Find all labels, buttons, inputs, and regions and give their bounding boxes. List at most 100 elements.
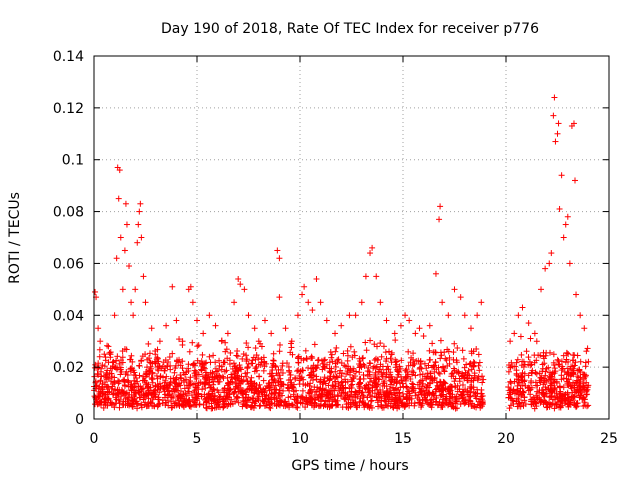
data-point <box>356 398 363 405</box>
data-point <box>454 388 461 395</box>
data-point <box>187 283 194 290</box>
data-point <box>358 299 365 306</box>
data-point <box>198 358 205 365</box>
data-point <box>103 374 110 381</box>
data-point <box>195 342 202 349</box>
data-point <box>455 368 462 375</box>
data-point <box>543 404 550 411</box>
data-point <box>450 349 457 356</box>
data-point <box>474 312 481 319</box>
data-point <box>340 350 347 357</box>
data-point <box>294 368 301 375</box>
data-point <box>240 377 247 384</box>
axis-ticks <box>93 55 610 420</box>
data-point <box>532 369 539 376</box>
data-point <box>206 312 213 319</box>
data-point <box>435 369 442 376</box>
data-point <box>565 381 572 388</box>
data-point <box>362 339 369 346</box>
data-point <box>375 375 382 382</box>
data-point <box>548 393 555 400</box>
data-point <box>581 371 588 378</box>
data-point <box>258 343 265 350</box>
data-point <box>205 373 212 380</box>
data-point <box>449 403 456 410</box>
data-point <box>572 177 579 184</box>
data-point <box>468 402 475 409</box>
data-point <box>303 356 310 363</box>
data-point <box>249 357 256 364</box>
data-point <box>117 366 124 373</box>
data-point <box>570 379 577 386</box>
data-point <box>417 371 424 378</box>
data-point <box>200 330 207 337</box>
data-point <box>411 402 418 409</box>
data-point <box>548 382 555 389</box>
data-point <box>557 388 564 395</box>
data-point <box>210 352 217 359</box>
data-point <box>298 374 305 381</box>
data-point <box>353 368 360 375</box>
data-point <box>125 400 132 407</box>
data-point <box>110 358 117 365</box>
data-point <box>242 370 249 377</box>
data-point <box>223 367 230 374</box>
data-point <box>533 370 540 377</box>
data-point <box>386 348 393 355</box>
data-point <box>577 312 584 319</box>
data-point <box>393 361 400 368</box>
data-point <box>163 373 170 380</box>
data-point <box>191 370 198 377</box>
data-point <box>252 365 259 372</box>
data-point <box>383 358 390 365</box>
data-point <box>459 347 466 354</box>
data-point <box>276 294 283 301</box>
data-point <box>508 359 515 366</box>
data-point <box>420 380 427 387</box>
data-point <box>218 337 225 344</box>
data-point <box>551 365 558 372</box>
data-point <box>140 273 147 280</box>
data-point <box>396 363 403 370</box>
data-point <box>442 380 449 387</box>
data-point <box>156 380 163 387</box>
x-tick-label: 15 <box>394 431 412 447</box>
data-point <box>214 399 221 406</box>
data-point <box>439 299 446 306</box>
data-point <box>475 351 482 358</box>
data-point <box>414 395 421 402</box>
data-point <box>334 374 341 381</box>
data-point <box>216 394 223 401</box>
data-point <box>403 366 410 373</box>
data-point <box>581 325 588 332</box>
data-point <box>175 383 182 390</box>
data-point <box>102 357 109 364</box>
data-point <box>263 402 270 409</box>
data-point <box>208 400 215 407</box>
data-point <box>222 339 229 346</box>
data-point <box>526 358 533 365</box>
data-point <box>321 378 328 385</box>
data-point <box>554 356 561 363</box>
data-point <box>304 381 311 388</box>
data-point <box>538 286 545 293</box>
data-point <box>573 404 580 411</box>
data-point <box>371 357 378 364</box>
data-point <box>280 387 287 394</box>
data-point <box>377 366 384 373</box>
data-point <box>231 299 238 306</box>
data-point <box>387 377 394 384</box>
data-point <box>111 379 118 386</box>
data-point <box>470 389 477 396</box>
data-point <box>563 371 570 378</box>
data-point <box>282 403 289 410</box>
data-point <box>145 395 152 402</box>
data-point <box>321 401 328 408</box>
data-point <box>332 360 339 367</box>
data-point <box>546 260 553 267</box>
y-tick-label: 0.14 <box>53 49 84 65</box>
data-point <box>305 299 312 306</box>
x-tick-label: 20 <box>497 431 515 447</box>
data-point <box>531 359 538 366</box>
data-point <box>369 387 376 394</box>
